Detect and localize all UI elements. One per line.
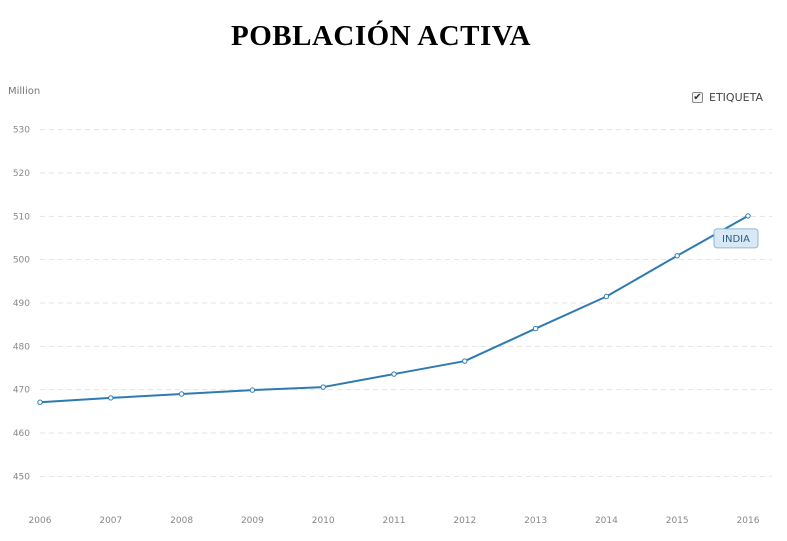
series-india <box>37 213 751 405</box>
chart-title: POBLACIÓN ACTIVA <box>231 20 531 52</box>
x-tick-label: 2014 <box>595 516 618 526</box>
x-tick-label: 2010 <box>312 516 335 526</box>
x-axis-ticks: 2006 2007 2008 2009 2010 2011 2012 2013 2014 2015… <box>29 516 760 526</box>
data-point <box>603 293 610 300</box>
y-tick-label: 450 <box>13 472 30 482</box>
data-point <box>320 384 326 390</box>
x-tick-label: 2015 <box>666 516 689 526</box>
legend-toggle[interactable]: ✔ ETIQUETA <box>692 91 763 104</box>
y-tick-label: 530 <box>13 126 30 136</box>
y-tick-label: 490 <box>13 299 30 309</box>
y-tick-label: 500 <box>13 256 30 266</box>
data-point <box>37 399 43 405</box>
data-point <box>532 325 539 332</box>
x-tick-label: 2011 <box>383 516 406 526</box>
data-point <box>745 213 751 219</box>
grid-lines <box>40 129 772 477</box>
x-tick-label: 2013 <box>524 516 547 526</box>
data-point <box>391 371 397 377</box>
x-tick-label: 2012 <box>453 516 476 526</box>
y-axis-ticks: 450 460 470 480 490 500 510 520 530 <box>13 126 30 483</box>
y-tick-label: 480 <box>13 342 30 352</box>
series-label-text: INDIA <box>722 234 750 245</box>
x-tick-label: 2008 <box>170 516 193 526</box>
data-point <box>108 395 114 401</box>
x-tick-label: 2006 <box>29 516 52 526</box>
y-axis-unit: Million <box>8 86 41 97</box>
checkbox-checked-icon[interactable]: ✔ <box>692 91 703 103</box>
series-label: INDIA <box>713 228 759 249</box>
x-tick-label: 2007 <box>99 516 122 526</box>
data-point <box>178 391 185 397</box>
y-tick-label: 470 <box>13 386 30 396</box>
data-point <box>462 358 468 364</box>
data-point <box>674 253 680 259</box>
y-tick-label: 520 <box>13 169 30 179</box>
y-tick-label: 510 <box>13 212 30 222</box>
y-tick-label: 460 <box>13 429 30 439</box>
legend-label: ETIQUETA <box>709 91 763 104</box>
data-point <box>249 387 256 393</box>
x-tick-label: 2016 <box>737 516 760 526</box>
x-tick-label: 2009 <box>241 516 264 526</box>
series-label-box <box>713 228 759 249</box>
